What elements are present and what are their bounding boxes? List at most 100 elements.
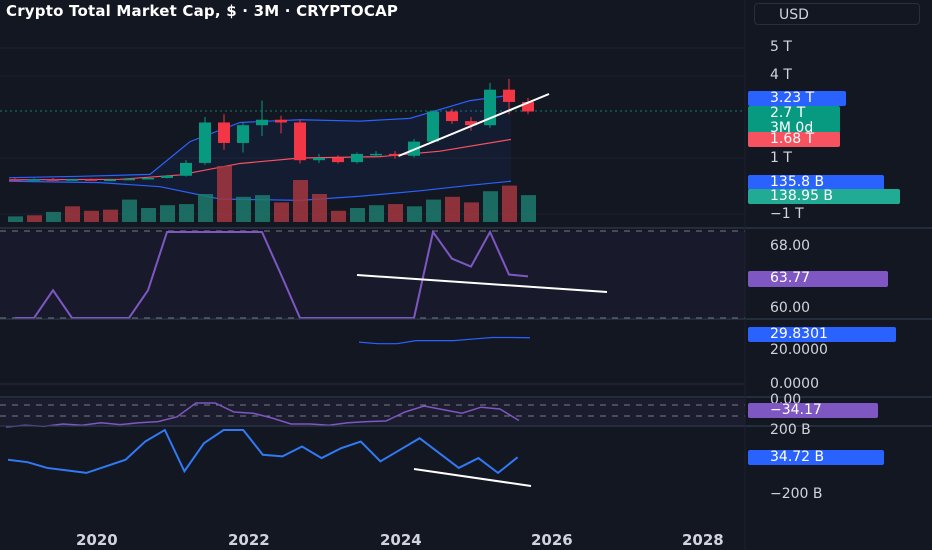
volume-bar bbox=[483, 191, 498, 222]
candle-body bbox=[237, 125, 249, 143]
volume-bar bbox=[8, 216, 23, 222]
volume-bar bbox=[388, 204, 403, 222]
volume-bar bbox=[103, 209, 118, 222]
candle-body bbox=[351, 153, 363, 163]
volume-bar bbox=[274, 202, 289, 222]
candle-body bbox=[9, 179, 21, 181]
volume-bar bbox=[407, 206, 422, 222]
price-trendline bbox=[398, 93, 550, 157]
cvd-trendline bbox=[413, 468, 532, 487]
candle-body bbox=[161, 175, 173, 178]
moving-average-badge: 1.68 T bbox=[748, 132, 840, 147]
candle-body bbox=[85, 179, 97, 181]
volume-badge: 135.8 B bbox=[748, 175, 884, 190]
cvd-axis-tick: 200 B bbox=[770, 422, 811, 438]
candle-body bbox=[503, 89, 515, 102]
osc-background bbox=[0, 399, 745, 425]
candle-body bbox=[66, 179, 78, 181]
oscillator-line bbox=[5, 402, 520, 428]
candle-body bbox=[142, 177, 154, 180]
volume-bar bbox=[426, 199, 441, 222]
time-axis-label: 2024 bbox=[380, 531, 422, 549]
chart-title: Crypto Total Market Cap, $ · 3M · CRYPTO… bbox=[6, 2, 399, 20]
volume-bar bbox=[293, 180, 308, 222]
candle-body bbox=[389, 153, 401, 156]
bar-countdown: 3M 0d bbox=[770, 120, 814, 136]
candle-body bbox=[218, 122, 230, 143]
candle-body bbox=[104, 179, 116, 182]
moving-average-line bbox=[8, 138, 512, 181]
candle-body bbox=[180, 162, 192, 176]
volume-bar bbox=[65, 206, 80, 222]
candle-body bbox=[370, 153, 382, 156]
price-pane[interactable] bbox=[8, 78, 550, 222]
last-price-value: 2.7 T bbox=[770, 105, 806, 121]
volume-bar bbox=[369, 205, 384, 222]
candle-body bbox=[47, 179, 59, 181]
candle-body bbox=[28, 179, 40, 181]
volume-bar bbox=[312, 194, 327, 222]
volume-bar bbox=[141, 208, 156, 222]
candle-body bbox=[522, 101, 534, 112]
rsi-background bbox=[0, 231, 745, 318]
price-axis-tick: 1 T bbox=[770, 150, 792, 166]
rsi-pane[interactable] bbox=[0, 229, 745, 319]
adx-pane[interactable] bbox=[0, 336, 745, 385]
adx-axis-tick: 0.0000 bbox=[770, 376, 819, 392]
volume-bar bbox=[445, 196, 460, 222]
candle-body bbox=[199, 122, 211, 163]
candle-body bbox=[123, 178, 135, 181]
rsi-trendline bbox=[356, 274, 608, 293]
candle-body bbox=[332, 158, 344, 163]
volume-bar bbox=[27, 215, 42, 222]
volume-bar bbox=[217, 166, 232, 222]
cvd-axis-tick: −200 B bbox=[770, 486, 823, 502]
volume-bar bbox=[46, 211, 61, 222]
volume-bar bbox=[331, 210, 346, 222]
cvd-line bbox=[7, 428, 519, 475]
oscillator-badge: −34.17 bbox=[748, 403, 878, 418]
candle-body bbox=[313, 158, 325, 161]
cvd-badge: 34.72 B bbox=[748, 450, 884, 465]
candle-body bbox=[275, 119, 287, 123]
price-axis-tick: 4 T bbox=[770, 67, 792, 83]
volume-bar bbox=[464, 202, 479, 222]
price-axis-tick: 5 T bbox=[770, 39, 792, 55]
rsi-line bbox=[15, 229, 529, 319]
candle-body bbox=[294, 122, 306, 161]
time-axis-label: 2022 bbox=[228, 531, 270, 549]
volume-bar bbox=[502, 185, 517, 222]
price-high-badge: 3.23 T bbox=[748, 91, 846, 106]
currency-selector[interactable]: USD bbox=[754, 3, 920, 25]
candle-body bbox=[446, 111, 458, 122]
time-axis-label: 2026 bbox=[531, 531, 573, 549]
rsi-axis-tick: 60.00 bbox=[770, 300, 811, 316]
volume-bar bbox=[350, 208, 365, 222]
volume-bar bbox=[160, 205, 175, 222]
rsi-axis-tick: 68.00 bbox=[770, 238, 811, 254]
volume-bar bbox=[521, 195, 536, 222]
candle-body bbox=[465, 121, 477, 126]
band-fill bbox=[9, 95, 511, 201]
volume-bar bbox=[179, 204, 194, 222]
rsi-badge: 63.77 bbox=[748, 271, 888, 287]
candle-body bbox=[256, 119, 268, 126]
candle-body bbox=[427, 111, 439, 142]
adx-badge: 29.8301 bbox=[748, 327, 896, 342]
volume-bar bbox=[84, 210, 99, 222]
volume-bar bbox=[255, 195, 270, 222]
adx-line bbox=[358, 336, 531, 345]
time-axis-label: 2028 bbox=[682, 531, 724, 549]
oscillator-pane[interactable] bbox=[0, 399, 745, 428]
volume-bar bbox=[198, 194, 213, 222]
volume-bar bbox=[122, 199, 137, 222]
volume-bar bbox=[236, 196, 251, 222]
time-axis-label: 2020 bbox=[76, 531, 118, 549]
adx-axis-tick: 20.0000 bbox=[770, 342, 828, 358]
upper-band-line bbox=[8, 94, 512, 179]
volume-ma-badge: 138.95 B bbox=[748, 189, 900, 204]
price-axis-tick: −1 T bbox=[770, 206, 804, 222]
cvd-pane[interactable] bbox=[7, 428, 532, 487]
